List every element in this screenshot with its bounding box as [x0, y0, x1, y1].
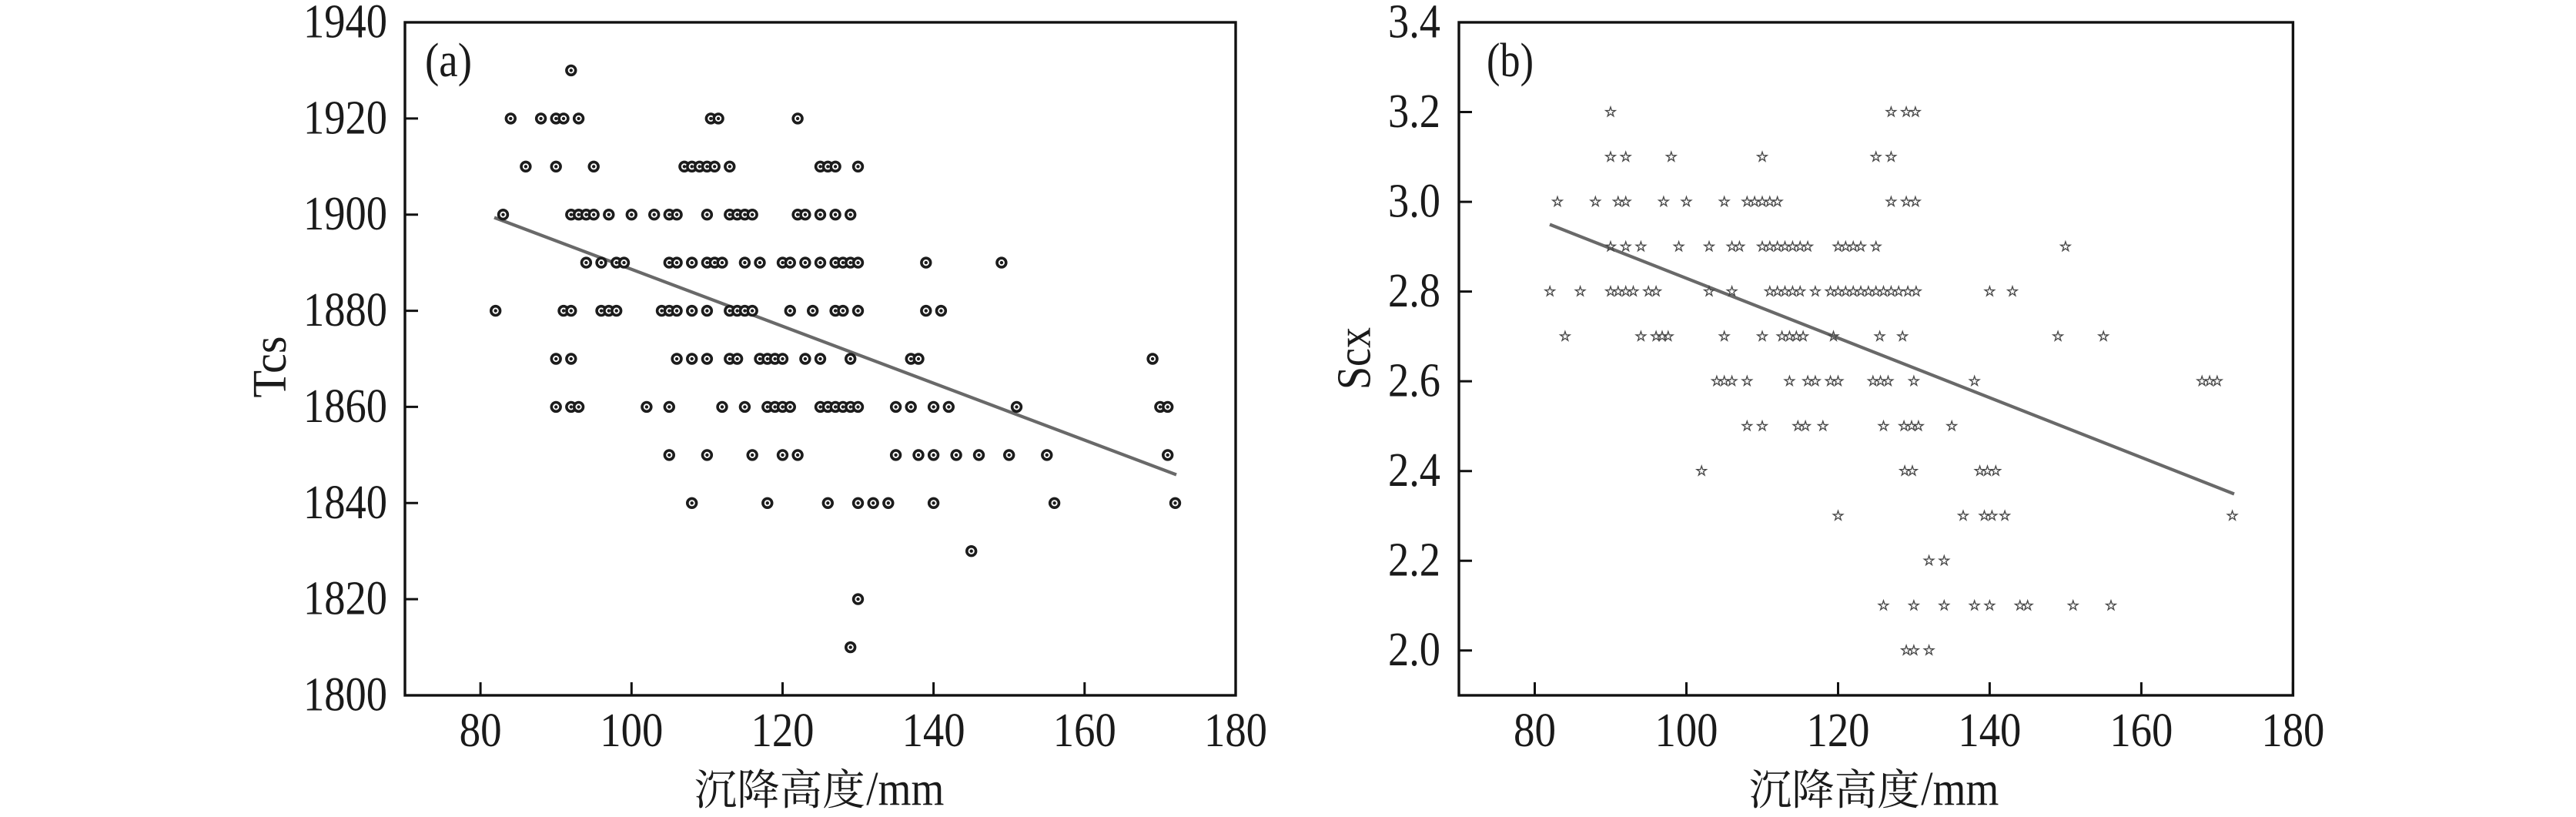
svg-text:180: 180 [2261, 705, 2324, 757]
svg-text:3.4: 3.4 [1388, 0, 1440, 49]
svg-text:120: 120 [1807, 705, 1870, 757]
svg-text:1880: 1880 [303, 284, 387, 337]
svg-text:Scx: Scx [1329, 327, 1381, 390]
svg-text:160: 160 [1053, 705, 1116, 757]
svg-text:1900: 1900 [303, 188, 387, 240]
svg-text:/mm: /mm [1921, 763, 1999, 815]
svg-text:1800: 1800 [303, 669, 387, 722]
svg-text:2.0: 2.0 [1388, 624, 1440, 676]
svg-text:2.6: 2.6 [1388, 355, 1440, 407]
svg-text:(b): (b) [1487, 35, 1534, 87]
svg-text:1920: 1920 [303, 92, 387, 144]
svg-text:80: 80 [460, 705, 502, 757]
svg-text:(a): (a) [425, 35, 472, 87]
svg-text:140: 140 [1958, 705, 2021, 757]
svg-text:1940: 1940 [303, 0, 387, 49]
svg-text:2.4: 2.4 [1388, 444, 1440, 497]
svg-text:180: 180 [1204, 705, 1267, 757]
svg-text:1820: 1820 [303, 573, 387, 625]
svg-text:1860: 1860 [303, 380, 387, 433]
svg-text:100: 100 [600, 705, 663, 757]
svg-text:/mm: /mm [866, 763, 944, 815]
svg-text:120: 120 [751, 705, 815, 757]
svg-text:160: 160 [2109, 705, 2173, 757]
svg-text:100: 100 [1655, 705, 1718, 757]
svg-text:3.0: 3.0 [1388, 176, 1440, 228]
svg-text:3.2: 3.2 [1388, 85, 1440, 138]
svg-text:2.2: 2.2 [1388, 534, 1440, 587]
svg-text:1840: 1840 [303, 477, 387, 529]
svg-text:2.8: 2.8 [1388, 265, 1440, 317]
svg-text:140: 140 [902, 705, 965, 757]
svg-text:Tcs: Tcs [244, 337, 296, 398]
svg-text:80: 80 [1514, 705, 1556, 757]
